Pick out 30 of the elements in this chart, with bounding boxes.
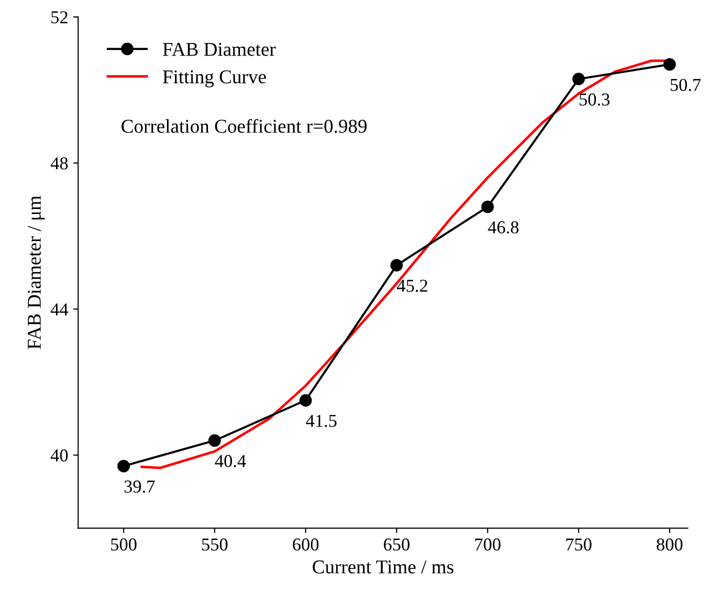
y-tick-label: 52 bbox=[51, 11, 68, 24]
point bbox=[208, 434, 221, 447]
y-tick-label: 40 bbox=[50, 449, 68, 462]
x-tick-label: 600 bbox=[292, 538, 318, 551]
x-axis-title: Current Time / ms bbox=[312, 560, 454, 574]
data-label: 39.7 bbox=[124, 480, 155, 493]
point bbox=[663, 58, 676, 71]
x-tick-label: 550 bbox=[202, 538, 228, 551]
x-tick-label: 750 bbox=[566, 538, 592, 551]
point bbox=[481, 200, 494, 214]
point bbox=[572, 72, 585, 86]
data-label: 46.8 bbox=[488, 221, 519, 234]
y-tick-label: 48 bbox=[50, 157, 68, 170]
data-label: 45.2 bbox=[396, 280, 428, 292]
data-label: 50.7 bbox=[670, 78, 701, 92]
y-axis-title: FAB Diameter / μm bbox=[28, 196, 45, 350]
point bbox=[117, 460, 130, 472]
x-tick-label: 700 bbox=[475, 538, 500, 551]
annotation: Correlation Coefficient r=0.989 bbox=[122, 118, 367, 133]
point bbox=[390, 259, 403, 272]
point bbox=[299, 394, 312, 407]
x-tick-label: 500 bbox=[111, 538, 136, 551]
x-tick-label: 800 bbox=[656, 538, 682, 551]
data-label: 41.5 bbox=[306, 414, 337, 428]
data-label: 50.3 bbox=[580, 93, 610, 106]
legend-label: FAB Diameter bbox=[162, 42, 276, 56]
legend-label: Fitting Curve bbox=[162, 70, 266, 88]
y-tick-label: 44 bbox=[50, 303, 68, 316]
x-tick-label: 650 bbox=[384, 538, 410, 551]
data-label: 40.4 bbox=[214, 454, 246, 468]
